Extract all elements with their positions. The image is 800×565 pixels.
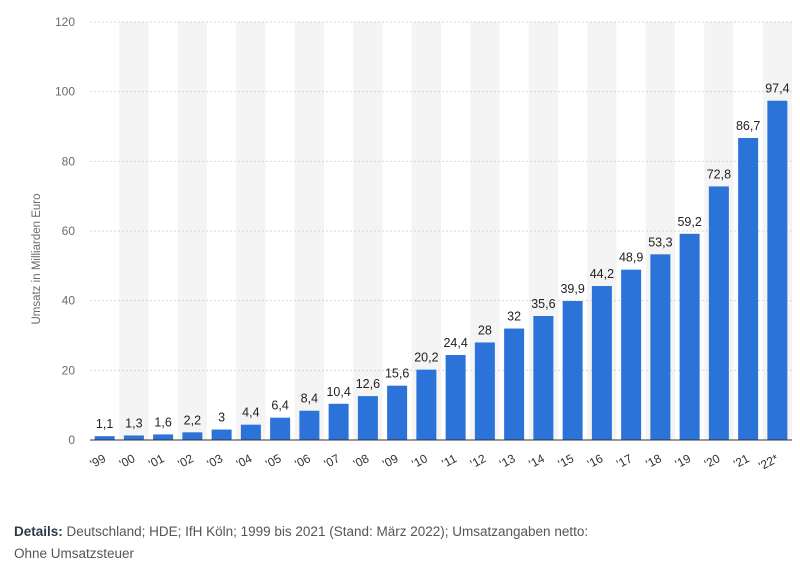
y-axis-label: Umsatz in Milliarden Euro — [31, 193, 43, 324]
details-note: Details: Deutschland; HDE; IfH Köln; 199… — [14, 521, 594, 565]
value-labels: 1,1 1,3 1,6 2,2 3 4,4 6,4 8,4 10,4 12,6 15,6 20,2 24… — [96, 82, 790, 431]
x-tick-label: '19 — [673, 451, 694, 471]
x-tick-label: '02 — [175, 451, 196, 471]
x-tick-label: '06 — [292, 451, 313, 471]
data-label: 1,3 — [125, 416, 142, 430]
bar — [94, 436, 115, 440]
bar-chart: 0 20 40 60 80 100 120 1,1 1,3 1,6 2,2 3 4,4 6,4 8,4 10… — [31, 15, 792, 473]
data-label: 20,2 — [414, 351, 438, 365]
x-tick-label: '16 — [585, 451, 606, 471]
x-tick-label: '08 — [351, 451, 372, 471]
gridlines — [90, 21, 792, 371]
data-label: 32 — [507, 310, 521, 324]
bars — [94, 100, 788, 441]
data-label: 3 — [218, 411, 225, 425]
data-label: 35,6 — [531, 297, 555, 311]
x-tick-label: '10 — [409, 451, 430, 471]
data-label: 8,4 — [301, 392, 318, 406]
data-label: 6,4 — [271, 399, 288, 413]
y-axis-ticks: 0 20 40 60 80 100 120 — [55, 15, 75, 447]
bar — [708, 186, 729, 440]
bar — [504, 328, 525, 440]
data-label: 39,9 — [560, 282, 584, 296]
bar — [357, 396, 378, 440]
data-label: 53,3 — [648, 235, 672, 249]
x-tick-label: '20 — [702, 451, 723, 471]
bar — [211, 429, 232, 440]
details-text: Deutschland; HDE; IfH Köln; 1999 bis 202… — [14, 524, 589, 561]
bar — [299, 410, 320, 440]
y-tick-label: 100 — [55, 85, 75, 99]
x-tick-label: '00 — [117, 451, 138, 471]
bar — [474, 342, 495, 440]
data-label: 4,4 — [242, 406, 259, 420]
bar — [328, 403, 349, 440]
y-tick-label: 20 — [62, 363, 76, 377]
x-tick-label: '15 — [556, 451, 577, 471]
data-label: 1,1 — [96, 417, 113, 431]
bar — [562, 301, 583, 440]
x-tick-label: '03 — [205, 451, 226, 471]
x-tick-label: '21 — [731, 451, 752, 471]
x-tick-label: '14 — [526, 451, 547, 471]
data-label: 15,6 — [385, 367, 409, 381]
bar — [679, 233, 700, 440]
data-label: 44,2 — [590, 267, 614, 281]
bar — [591, 286, 612, 440]
data-label: 48,9 — [619, 251, 643, 265]
y-tick-label: 120 — [55, 15, 75, 29]
x-tick-label: '99 — [88, 451, 109, 471]
data-label: 10,4 — [326, 385, 350, 399]
data-label: 97,4 — [765, 82, 789, 96]
bar — [738, 137, 759, 440]
data-label: 72,8 — [707, 167, 731, 181]
data-label: 2,2 — [184, 413, 201, 427]
bar — [153, 434, 174, 440]
x-tick-label: '09 — [380, 451, 401, 471]
data-label: 28 — [478, 323, 492, 337]
bar — [270, 417, 291, 440]
bar — [240, 424, 261, 440]
x-tick-label: '11 — [439, 451, 459, 470]
bar — [123, 435, 144, 440]
bar — [182, 432, 203, 440]
bar — [416, 369, 437, 440]
bar — [387, 385, 408, 440]
data-label: 1,6 — [154, 415, 171, 429]
x-tick-label: '12 — [468, 451, 489, 471]
y-tick-label: 0 — [68, 433, 75, 447]
y-tick-label: 40 — [62, 294, 76, 308]
x-tick-label: '13 — [497, 451, 518, 471]
data-label: 24,4 — [443, 336, 467, 350]
x-tick-label: '18 — [643, 451, 664, 471]
x-tick-label: '05 — [263, 451, 284, 471]
x-tick-label: '07 — [322, 451, 343, 471]
x-axis-ticks: '99 '00 '01 '02 '03 '04 '05 '06 '07 '08 '09 '10 '11 '… — [88, 451, 781, 473]
details-label: Details: — [14, 524, 63, 539]
data-label: 12,6 — [356, 377, 380, 391]
x-tick-label: '01 — [146, 451, 167, 471]
y-tick-label: 80 — [62, 154, 76, 168]
data-label: 59,2 — [677, 215, 701, 229]
data-label: 86,7 — [736, 119, 760, 133]
bar — [533, 315, 554, 440]
bar — [650, 254, 671, 440]
bar — [445, 355, 466, 440]
y-tick-label: 60 — [62, 224, 76, 238]
x-tick-label: '22* — [756, 451, 781, 473]
bar — [621, 269, 642, 440]
x-tick-label: '04 — [234, 451, 255, 471]
bar — [767, 100, 788, 441]
x-tick-label: '17 — [614, 451, 635, 471]
